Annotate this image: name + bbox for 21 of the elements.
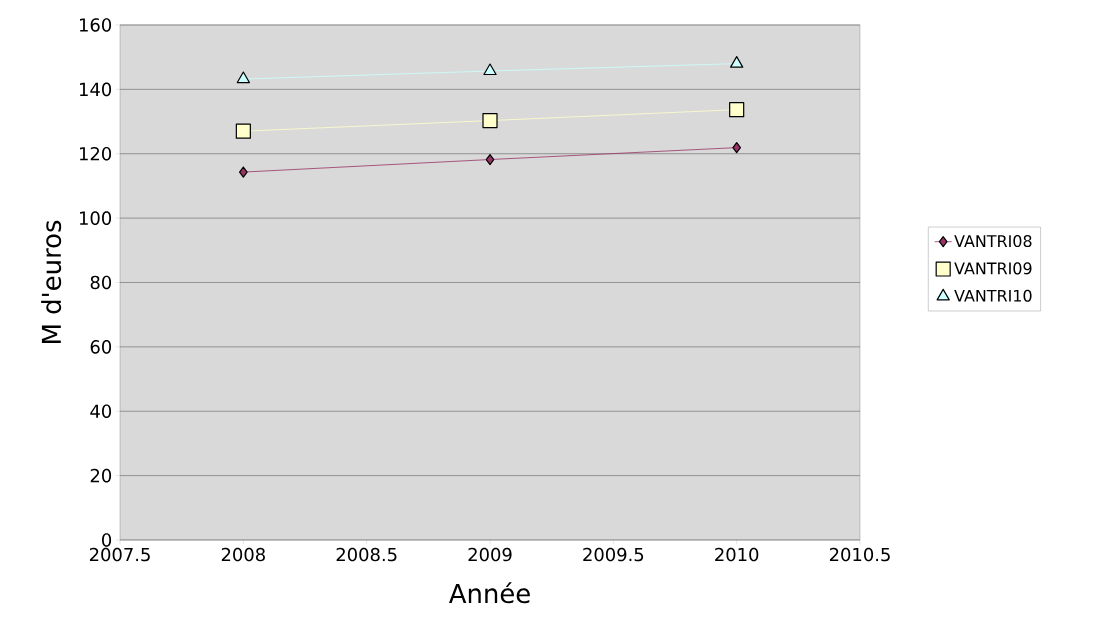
- y-axis-title: M d'euros: [41, 220, 62, 343]
- legend-label: VANTRI10: [954, 289, 1032, 302]
- x-axis-title: Année: [449, 582, 530, 604]
- y-tick-label: 100: [79, 211, 112, 225]
- x-tick-label: 2007.5: [89, 547, 150, 562]
- x-tick-label: 2010.5: [829, 547, 890, 562]
- y-tick-label: 80: [90, 275, 112, 290]
- x-tick-label: 2010: [715, 547, 759, 562]
- x-tick-label: 2008.5: [336, 547, 397, 562]
- x-tick-label: 2008: [221, 547, 265, 562]
- y-tick-label: 40: [90, 404, 112, 419]
- y-tick-label: 20: [90, 468, 112, 483]
- y-tick-label: 140: [79, 82, 112, 97]
- x-tick-label: 2009: [468, 547, 512, 562]
- x-tick-label: 2009.5: [583, 547, 644, 562]
- legend-label: VANTRI08: [954, 235, 1032, 248]
- y-tick-label: 0: [102, 533, 112, 547]
- y-tick-label: 160: [79, 18, 112, 32]
- legend-label: VANTRI09: [954, 262, 1032, 275]
- y-tick-label: 120: [79, 146, 112, 161]
- y-tick-label: 60: [90, 340, 112, 354]
